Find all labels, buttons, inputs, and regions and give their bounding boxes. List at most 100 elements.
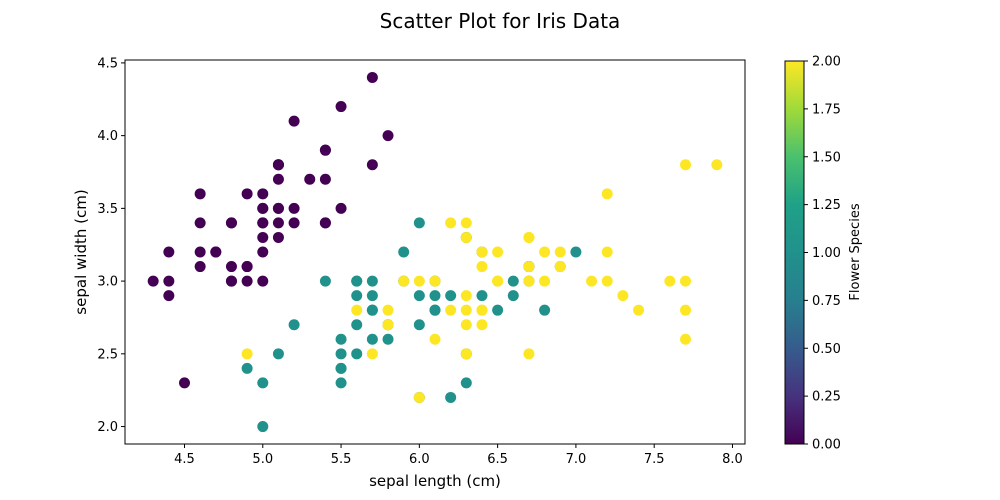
data-point-91: [335, 333, 347, 345]
data-point-106: [664, 275, 676, 287]
data-point-93: [382, 333, 394, 345]
colorbar-tick-label: 1.50: [812, 150, 841, 165]
chart-title: Scatter Plot for Iris Data: [380, 9, 621, 33]
data-point-27: [257, 217, 269, 229]
x-tick-label: 6.0: [409, 452, 430, 467]
data-point-40: [272, 217, 284, 229]
data-point-113: [539, 275, 551, 287]
data-point-127: [445, 304, 457, 316]
data-point-70: [351, 348, 363, 360]
colorbar-axis: 0.00 0.25 0.50 0.75 1.00 1.25 1.50 1.75 2.00: [804, 55, 841, 453]
data-point-22: [272, 173, 284, 185]
data-point-76: [507, 275, 519, 287]
colorbar-tick-label: 1.75: [812, 102, 841, 117]
data-point-74: [429, 304, 441, 316]
data-point-84: [413, 319, 425, 331]
x-tick-label: 5.5: [331, 452, 352, 467]
data-point-23: [194, 188, 206, 200]
data-point-86: [413, 217, 425, 229]
data-point-28: [288, 202, 300, 214]
data-point-59: [507, 290, 519, 302]
x-tick-label: 7.0: [566, 452, 587, 467]
x-tick-label: 7.5: [644, 452, 665, 467]
x-axis-title: sepal length (cm): [369, 472, 501, 490]
data-point-60: [288, 319, 300, 331]
data-point-80: [366, 333, 378, 345]
data-point-96: [366, 275, 378, 287]
data-point-147: [460, 348, 472, 360]
data-point-107: [241, 348, 253, 360]
data-point-90: [335, 348, 347, 360]
data-point-122: [351, 304, 363, 316]
y-axis: 2.0 2.5 3.0 3.5 4.0 4.5: [97, 56, 125, 435]
data-point-99: [272, 348, 284, 360]
points-layer: [147, 71, 723, 433]
data-point-98: [445, 290, 457, 302]
data-point-139: [413, 275, 425, 287]
y-tick-label: 4.5: [97, 56, 118, 71]
data-point-79: [413, 290, 425, 302]
data-point-34: [335, 101, 347, 113]
colorbar-title: Flower Species: [848, 203, 863, 300]
data-point-5: [257, 188, 269, 200]
data-point-118: [680, 159, 692, 171]
data-point-150: [398, 275, 410, 287]
data-point-103: [586, 275, 598, 287]
data-point-85: [319, 275, 331, 287]
plot-frame: [124, 59, 746, 445]
y-axis-title: sepal width (cm): [72, 189, 90, 314]
data-point-132: [711, 159, 723, 171]
x-axis: 4.5 5.0 5.5 6.0 6.5 7.0 7.5 8.0: [174, 444, 743, 467]
data-point-143: [382, 319, 394, 331]
data-point-32: [319, 217, 331, 229]
colorbar-tick-label: 2.00: [812, 55, 841, 70]
data-point-71: [398, 246, 410, 258]
data-point-130: [601, 275, 613, 287]
data-point-43: [163, 246, 175, 258]
data-point-82: [335, 362, 347, 374]
colorbar-tick-label: 0.75: [812, 294, 841, 309]
data-point-64: [429, 290, 441, 302]
data-point-95: [351, 319, 363, 331]
data-point-97: [366, 290, 378, 302]
x-tick-label: 5.0: [252, 452, 273, 467]
y-tick-label: 3.0: [97, 275, 118, 290]
data-point-18: [272, 202, 284, 214]
colorbar-tick-label: 0.25: [812, 390, 841, 405]
y-tick-label: 3.5: [97, 202, 118, 217]
data-point-104: [460, 290, 472, 302]
data-point-133: [476, 304, 488, 316]
data-point-42: [178, 377, 190, 389]
data-point-11: [319, 173, 331, 185]
data-point-112: [476, 319, 488, 331]
data-point-50: [257, 231, 269, 243]
data-point-58: [241, 362, 253, 374]
data-point-51: [570, 246, 582, 258]
data-point-148: [492, 275, 504, 287]
data-point-115: [382, 304, 394, 316]
data-point-75: [476, 290, 488, 302]
data-point-100: [366, 304, 378, 316]
data-point-26: [257, 275, 269, 287]
x-tick-label: 4.5: [174, 452, 195, 467]
data-point-126: [601, 246, 613, 258]
data-point-121: [554, 246, 566, 258]
data-point-24: [272, 231, 284, 243]
data-point-108: [617, 290, 629, 302]
data-point-110: [601, 188, 613, 200]
data-point-9: [163, 290, 175, 302]
data-point-48: [194, 246, 206, 258]
data-point-38: [241, 188, 253, 200]
data-point-131: [633, 304, 645, 316]
data-point-89: [351, 275, 363, 287]
data-point-114: [366, 348, 378, 360]
data-point-17: [319, 144, 331, 156]
data-point-14: [147, 275, 159, 287]
colorbar-tick-label: 0.00: [812, 438, 841, 453]
data-point-47: [272, 159, 284, 171]
data-point-2: [241, 275, 253, 287]
data-point-30: [210, 246, 222, 258]
data-point-88: [460, 377, 472, 389]
colorbar: [784, 60, 805, 445]
